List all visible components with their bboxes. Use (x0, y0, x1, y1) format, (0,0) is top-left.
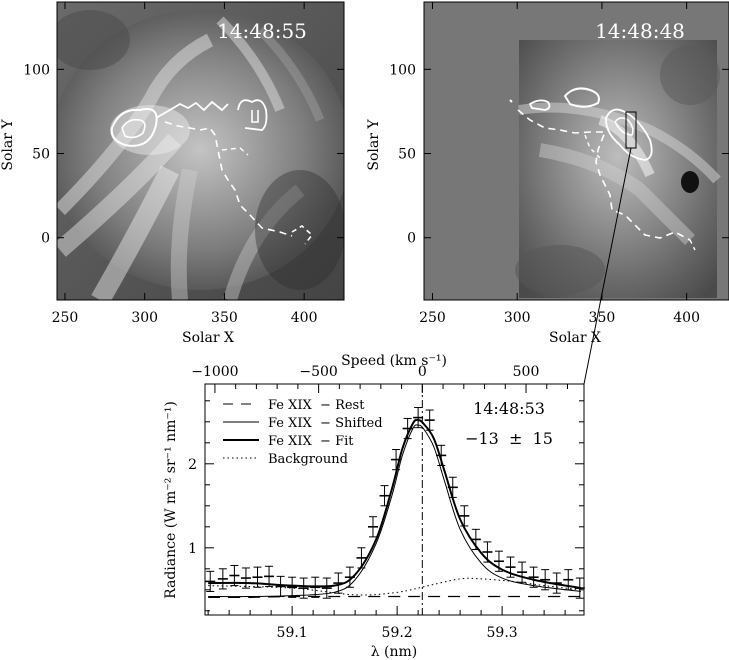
top-tick-label: 0 (418, 364, 427, 380)
legend-label-fit: Fe XIX − Fit (268, 434, 354, 449)
data-point (310, 576, 321, 598)
right-xtick-250: 250 (419, 310, 446, 326)
data-point (229, 564, 240, 587)
right-timestamp: 14:48:48 (595, 19, 685, 43)
data-point (551, 572, 562, 594)
left-xtick-350: 350 (211, 310, 238, 326)
spectrum-ytick-label: 1 (188, 541, 197, 557)
spectrum-xtick-label: 59.3 (487, 625, 518, 641)
data-point (379, 485, 390, 507)
right-axes-frame (423, 1, 729, 301)
data-point (574, 577, 585, 599)
left-image (57, 2, 344, 300)
left-xtick-400: 400 (291, 310, 318, 326)
data-point (356, 547, 367, 569)
spectrum-ytick-label: 2 (188, 457, 197, 473)
data-point (505, 556, 516, 578)
left-panel: 14:48:55 Solar X Solar Y 250 300 350 400… (0, 1, 345, 346)
data-point (298, 577, 309, 599)
spectrum-panel: 59.1 59.2 59.3 1 2 −1000 −500 0 500 Speed (km s⁻… (163, 353, 585, 660)
data-point (205, 570, 216, 592)
data-point (321, 577, 332, 599)
right-ytick-50: 50 (398, 147, 416, 163)
spectrum-data-points (205, 407, 585, 599)
top-tick-label: −1000 (191, 364, 238, 380)
data-point (528, 566, 539, 588)
data-point (459, 505, 470, 527)
data-point (252, 566, 263, 588)
right-xlabel: Solar X (549, 330, 601, 346)
legend-label-rest: Fe XIX − Rest (268, 398, 365, 413)
legend-label-background: Background (268, 452, 348, 467)
spectrum-axis-ticks: 59.1 59.2 59.3 1 2 −1000 −500 0 500 (188, 364, 584, 641)
top-tick-label: 500 (513, 364, 540, 380)
data-point (413, 407, 424, 429)
left-xtick-300: 300 (131, 310, 158, 326)
right-panel: 14:48:48 Solar X Solar Y 250 300 350 400… (366, 1, 729, 346)
right-image (424, 2, 729, 300)
spectrum-xlabel: λ (nm) (371, 644, 418, 660)
data-point (217, 568, 228, 590)
data-point (540, 569, 551, 591)
left-contours (110, 99, 314, 245)
spectrum-curves (208, 418, 582, 599)
data-point (402, 417, 413, 440)
data-point (391, 449, 402, 471)
data-point (367, 516, 378, 538)
right-ytick-0: 0 (407, 231, 416, 247)
left-ytick-100: 100 (23, 62, 50, 78)
data-point (447, 476, 458, 498)
data-point (333, 572, 344, 594)
left-axes-frame (56, 1, 345, 301)
background-curve (208, 577, 581, 596)
legend: Fe XIX − Rest Fe XIX − Shifted Fe XIX − … (223, 398, 383, 467)
data-point (424, 409, 435, 431)
right-xtick-350: 350 (589, 310, 616, 326)
fit-curve (208, 418, 582, 590)
spectrum-timestamp: 14:48:53 (473, 399, 545, 418)
shifted-curve (208, 424, 581, 598)
legend-label-shifted: Fe XIX − Shifted (268, 416, 383, 431)
spectrum-xtick-label: 59.1 (277, 625, 308, 641)
right-ylabel: Solar Y (366, 119, 382, 171)
speed-value: −13 ± 15 (465, 429, 553, 448)
right-contours (509, 87, 696, 251)
left-ytick-50: 50 (32, 147, 50, 163)
data-point (563, 569, 574, 591)
data-point (287, 576, 298, 598)
data-point (436, 444, 447, 466)
data-point (264, 565, 275, 587)
spectrum-ylabel: Radiance (W m⁻² sr⁻¹ nm⁻¹) (163, 401, 179, 599)
right-xtick-300: 300 (504, 310, 531, 326)
data-point (344, 566, 355, 588)
spectrum-xtick-label: 59.2 (382, 625, 413, 641)
data-point (240, 567, 251, 589)
right-xtick-400: 400 (673, 310, 700, 326)
data-point (482, 541, 493, 563)
data-point (275, 575, 286, 598)
top-tick-label: −500 (299, 364, 337, 380)
left-xlabel: Solar X (182, 330, 234, 346)
left-ylabel: Solar Y (0, 119, 16, 171)
data-point (517, 561, 528, 583)
data-point (470, 528, 481, 550)
connector-line (583, 147, 632, 385)
left-ytick-0: 0 (41, 231, 50, 247)
data-point (493, 550, 504, 572)
top-axis-label: Speed (km s⁻¹) (341, 353, 447, 369)
left-axis-ticks (57, 2, 344, 300)
spectrum-axes-frame (204, 383, 585, 616)
left-timestamp: 14:48:55 (217, 19, 307, 43)
right-ytick-100: 100 (389, 62, 416, 78)
left-xtick-250: 250 (52, 310, 79, 326)
rest-curve (208, 595, 581, 599)
